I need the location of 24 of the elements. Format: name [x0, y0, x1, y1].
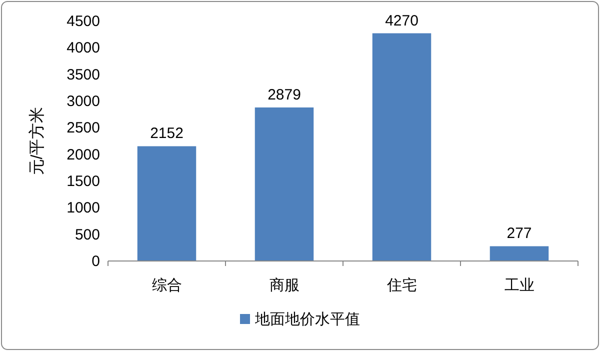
- x-tick-label: 工业: [504, 277, 534, 294]
- y-tick-label: 1000: [66, 200, 100, 217]
- bar: [490, 246, 549, 261]
- bar: [137, 146, 196, 261]
- x-tick-label: 商服: [269, 277, 300, 294]
- data-label: 4270: [385, 12, 418, 30]
- y-axis-title: 元/平方米: [28, 106, 46, 176]
- y-tick-label: 1500: [66, 173, 100, 190]
- y-tick-label: 4500: [66, 13, 100, 30]
- data-label: 277: [506, 225, 532, 242]
- legend-label: 地面地价水平值: [254, 311, 360, 328]
- y-tick-label: 0: [92, 253, 100, 270]
- data-label: 2879: [268, 86, 301, 104]
- y-tick-label: 2500: [66, 120, 100, 137]
- y-tick-label: 500: [74, 226, 100, 244]
- data-label: 2152: [150, 125, 184, 142]
- y-tick-label: 4000: [66, 40, 100, 57]
- y-tick-label: 2000: [66, 146, 100, 164]
- x-tick-label: 住宅: [386, 277, 417, 294]
- bar: [372, 33, 432, 261]
- x-tick-label: 综合: [152, 277, 182, 294]
- bar: [254, 107, 314, 261]
- y-tick-label: 3500: [66, 66, 100, 84]
- y-tick-label: 3000: [66, 93, 100, 110]
